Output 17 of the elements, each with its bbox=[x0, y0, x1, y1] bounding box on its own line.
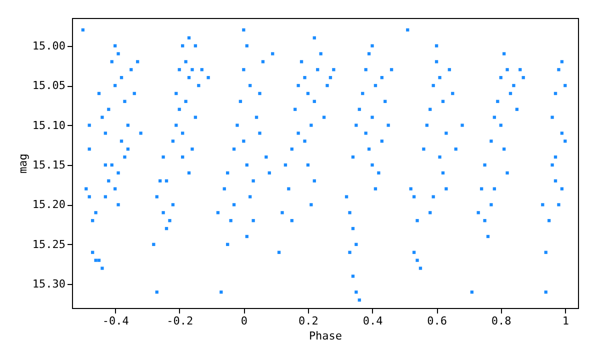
x-tick-label: 0.4 bbox=[362, 314, 384, 328]
x-tick-label: 1 bbox=[562, 314, 569, 328]
y-tick-label: 15.00 bbox=[32, 39, 66, 52]
x-tick-label: 0 bbox=[240, 314, 248, 328]
y-tick-label: 15.15 bbox=[32, 158, 66, 172]
y-tick-label: 15.20 bbox=[32, 198, 66, 212]
x-tick-label: 0.8 bbox=[491, 314, 512, 328]
x-tick-label: -0.4 bbox=[102, 314, 130, 328]
y-tick-label: 15.30 bbox=[32, 278, 66, 291]
x-tick-label: 0.6 bbox=[427, 314, 447, 328]
x-tick-label: -0.2 bbox=[166, 314, 194, 328]
y-axis-title: mag bbox=[16, 154, 30, 174]
y-tick-label: 15.25 bbox=[32, 238, 66, 251]
x-tick-label: 0.2 bbox=[298, 314, 318, 328]
y-tick-label: 15.10 bbox=[32, 118, 66, 132]
x-axis-title: Phase bbox=[308, 330, 342, 342]
y-tick-label: 15.05 bbox=[32, 79, 66, 92]
